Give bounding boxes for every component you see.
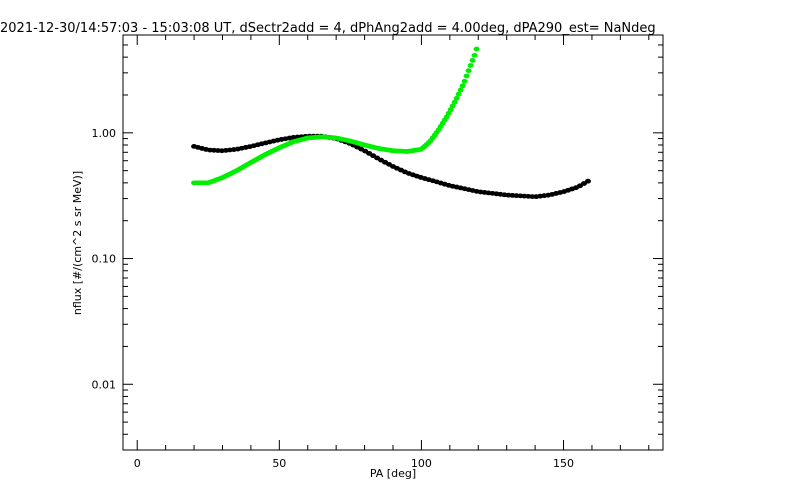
data-point <box>584 178 591 184</box>
x-tick-label: 100 <box>411 457 432 470</box>
chart-title: 2021-12-30/14:57:03 - 15:03:08 UT, dSect… <box>0 21 656 36</box>
data-point <box>473 46 480 52</box>
data-point <box>457 87 464 93</box>
x-tick-label: 0 <box>134 457 141 470</box>
data-point <box>463 73 470 79</box>
x-tick-label: 150 <box>553 457 574 470</box>
series-1 <box>191 133 591 200</box>
data-point <box>467 63 474 68</box>
y-tick-label: 1.00 <box>92 127 117 140</box>
y-tick-label: 0.01 <box>92 378 117 391</box>
axis-tick-labels: 0 50 100 150 0.01 0.10 1.00 <box>92 127 575 470</box>
y-tick-label: 0.10 <box>92 253 117 266</box>
data-point <box>461 78 468 84</box>
data-point <box>445 110 452 116</box>
data-point <box>455 91 462 97</box>
data-point <box>471 52 478 58</box>
x-tick-label: 50 <box>272 457 286 470</box>
data-point <box>459 83 466 89</box>
data-point <box>453 95 460 101</box>
x-axis-label: PA [deg] <box>370 467 416 480</box>
data-point <box>451 99 458 105</box>
data-point <box>469 58 476 63</box>
y-axis-label: nflux [#/(cm^2 s sr MeV)] <box>71 171 84 315</box>
data-point <box>447 107 454 113</box>
plot-frame <box>122 34 664 451</box>
data-point <box>443 114 450 120</box>
axis-ticks <box>123 34 663 451</box>
series-2 <box>191 46 480 186</box>
data-point <box>465 68 472 74</box>
data-point <box>449 103 456 109</box>
data-series <box>191 46 591 200</box>
